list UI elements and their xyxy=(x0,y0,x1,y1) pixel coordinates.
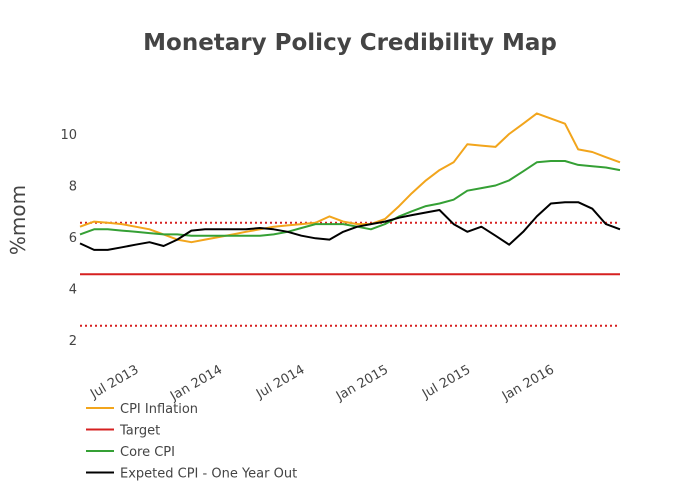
plot-lines xyxy=(79,112,621,327)
x-tick-label: Jan 2015 xyxy=(333,362,391,404)
series-line-expeted-cpi-one-year-out xyxy=(79,201,621,251)
y-axis-label: %mom xyxy=(6,185,30,255)
legend-item[interactable]: CPI Inflation xyxy=(86,402,198,417)
legend-label: Expeted CPI - One Year Out xyxy=(120,467,297,482)
legend-item[interactable]: Target xyxy=(86,424,160,439)
series-line-cpi-inflation xyxy=(79,112,621,244)
y-tick-label: 2 xyxy=(69,334,77,349)
x-tick-label: Jan 2016 xyxy=(499,362,557,404)
y-tick-label: 6 xyxy=(69,231,77,246)
legend: CPI Inflation Target Core CPI Expeted CPI -… xyxy=(86,402,297,482)
y-tick-label: 8 xyxy=(69,180,77,195)
x-tick-label: Jan 2014 xyxy=(167,362,225,404)
y-axis-ticks: 2 4 6 8 10 xyxy=(60,128,77,349)
legend-label: CPI Inflation xyxy=(120,402,198,417)
x-axis-ticks: Jul 2013 Jan 2014 Jul 2014 Jan 2015 Jul 2015… xyxy=(87,362,557,404)
y-tick-label: 10 xyxy=(60,128,77,143)
x-tick-label: Jul 2013 xyxy=(87,362,141,402)
legend-item[interactable]: Expeted CPI - One Year Out xyxy=(86,467,297,482)
legend-label: Target xyxy=(119,424,160,439)
legend-item[interactable]: Core CPI xyxy=(86,445,175,460)
series-line-core-cpi xyxy=(79,160,621,237)
chart-title: Monetary Policy Credibility Map xyxy=(143,30,557,56)
x-tick-label: Jul 2014 xyxy=(253,362,307,402)
legend-label: Core CPI xyxy=(120,445,175,460)
y-tick-label: 4 xyxy=(69,283,77,298)
x-tick-label: Jul 2015 xyxy=(419,362,473,402)
